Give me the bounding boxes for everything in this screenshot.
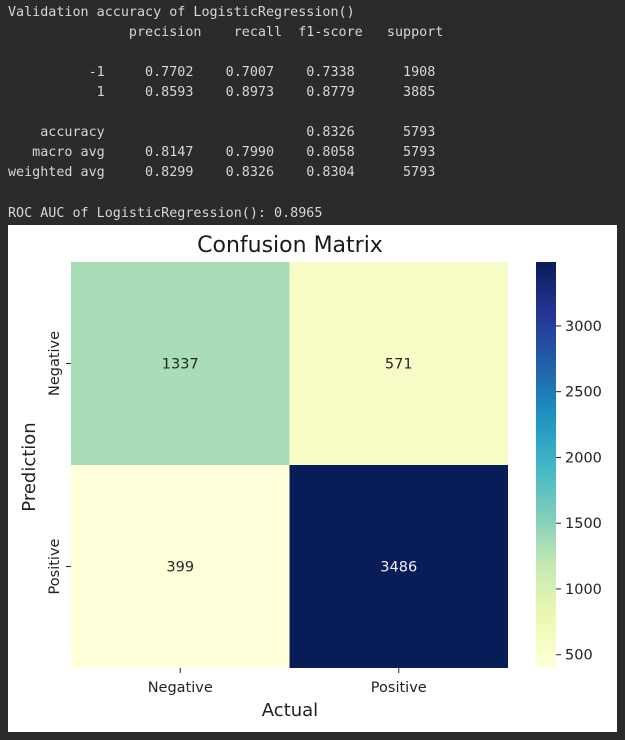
x-axis-ticks: Negative Positive [148,668,427,696]
y-axis-ticks: Negative Positive [47,331,71,594]
colorbar-ticks: 500 1000 1500 2000 2500 3000 [556,319,602,664]
colorbar-tick-label: 3000 [565,319,602,335]
cell-value-label: 1337 [162,357,199,373]
heatmap-cell [289,262,508,465]
x-axis-label: Actual [262,700,318,721]
console-output: Validation accuracy of LogisticRegressio… [0,0,625,225]
heatmap-cell [289,465,508,668]
y-tick-label: Negative [47,331,63,396]
colorbar [536,262,556,668]
y-axis-label: Prediction [19,422,40,511]
cell-value-label: 399 [166,560,194,576]
cell-value-label: 571 [385,357,413,373]
chart-title: Confusion Matrix [197,233,383,258]
heatmap-cell [71,262,290,465]
colorbar-tick-label: 2500 [565,385,602,401]
colorbar-tick-label: 2000 [565,450,602,466]
roc-auc-line: ROC AUC of LogisticRegression(): 0.8965 [8,206,323,221]
colorbar-tick-label: 1000 [565,582,602,598]
heatmap-cells: 1337 571 399 3486 [71,262,508,668]
classification-report: Validation accuracy of LogisticRegressio… [8,5,444,180]
x-tick-label: Positive [371,680,427,696]
colorbar-tick-label: 1500 [565,516,602,532]
colorbar-tick-label: 500 [565,648,593,664]
confusion-matrix-figure: Confusion Matrix 1337 571 399 3486 Negative… [8,225,617,732]
heatmap-cell [71,465,290,668]
y-tick-label: Positive [47,538,63,594]
cell-value-label: 3486 [380,560,417,576]
confusion-matrix-chart: Confusion Matrix 1337 571 399 3486 Negative… [19,233,602,721]
x-tick-label: Negative [148,680,213,696]
